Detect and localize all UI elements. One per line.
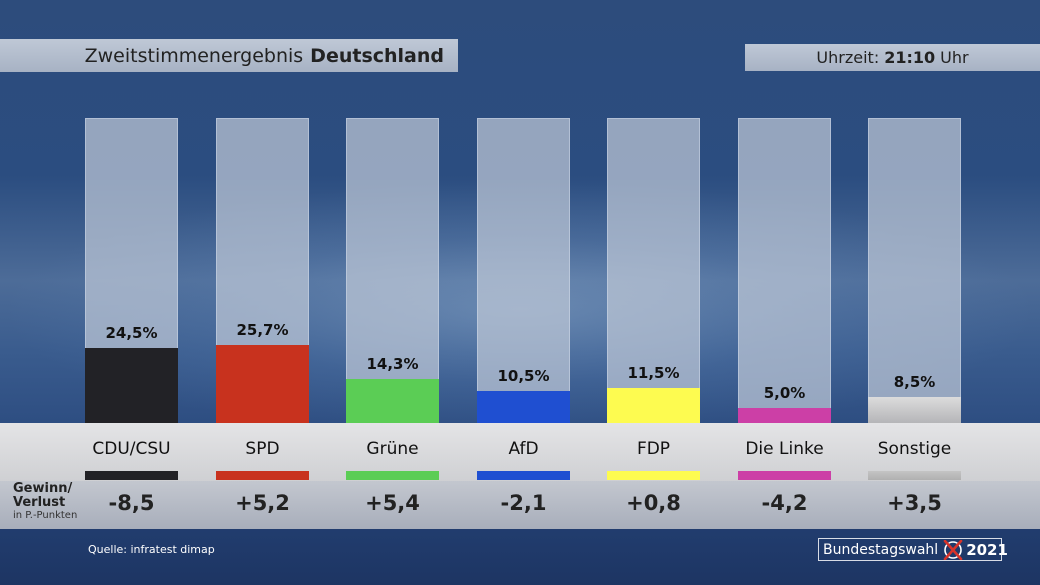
value-label-fdp: 11,5% <box>627 363 680 382</box>
change-value-spd: +5,2 <box>235 491 290 515</box>
source-note: Quelle: infratest dimap <box>88 543 215 556</box>
party-color-swatch-cdu-csu <box>85 471 178 480</box>
bar-track-sonstige <box>868 118 961 423</box>
time-prefix: Uhrzeit: <box>816 48 880 67</box>
time-value: 21:10 <box>884 48 936 67</box>
change-value-sonstige: +3,5 <box>887 491 942 515</box>
value-label-cdu-csu: 24,5% <box>105 324 158 343</box>
change-band <box>0 481 1040 529</box>
value-label-gr-ne: 14,3% <box>366 355 419 374</box>
change-value-die-linke: -4,2 <box>761 491 808 515</box>
change-legend-line1: Gewinn/ <box>13 481 73 496</box>
change-value-cdu-csu: -8,5 <box>108 491 155 515</box>
election-logo: Bundestagswahl 2021 <box>818 538 1008 561</box>
value-label-spd: 25,7% <box>236 320 289 339</box>
party-color-swatch-sonstige <box>868 471 961 480</box>
bar-sonstige <box>868 397 961 423</box>
party-name-fdp: FDP <box>636 439 671 459</box>
logo-text: Bundestagswahl <box>823 541 939 558</box>
bar-spd <box>216 344 309 423</box>
party-name-cdu-csu: CDU/CSU <box>92 439 171 459</box>
bar-afd <box>477 390 570 423</box>
party-color-swatch-afd <box>477 471 570 480</box>
party-color-swatch-fdp <box>607 471 700 480</box>
bar-track-afd <box>477 118 570 423</box>
party-color-swatch-die-linke <box>738 471 831 480</box>
party-name-spd: SPD <box>245 439 280 459</box>
time-display: Uhrzeit: 21:10 Uhr <box>745 44 1040 71</box>
bar-track-gr-ne <box>346 118 439 423</box>
party-color-swatch-gr-ne <box>346 471 439 480</box>
page-title: Zweitstimmenergebnis Deutschland <box>0 39 458 72</box>
title-prefix: Zweitstimmenergebnis <box>84 44 304 67</box>
bar-fdp <box>607 387 700 423</box>
change-value-gr-ne: +5,4 <box>365 491 420 515</box>
logo-year: 2021 <box>966 540 1008 559</box>
change-value-fdp: +0,8 <box>626 491 681 515</box>
change-legend: Gewinn/ Verlust in P.-Punkten <box>13 481 78 522</box>
change-legend-line2: Verlust <box>13 495 66 510</box>
party-name-gr-ne: Grüne <box>366 439 419 459</box>
bar-track-fdp <box>607 118 700 423</box>
party-name-die-linke: Die Linke <box>745 439 824 459</box>
value-label-die-linke: 5,0% <box>763 383 806 402</box>
bar-cdu-csu <box>85 348 178 423</box>
bar-die-linke <box>738 407 831 423</box>
change-value-afd: -2,1 <box>500 491 547 515</box>
party-name-sonstige: Sonstige <box>877 439 952 459</box>
party-name-afd: AfD <box>508 439 539 459</box>
time-suffix: Uhr <box>940 48 969 67</box>
bar-track-die-linke <box>738 118 831 423</box>
value-label-sonstige: 8,5% <box>893 373 936 392</box>
change-legend-unit: in P.-Punkten <box>13 510 78 521</box>
ballot-cross-icon <box>942 539 964 560</box>
party-color-swatch-spd <box>216 471 309 480</box>
title-bold: Deutschland <box>310 44 444 67</box>
bar-gr-ne <box>346 379 439 423</box>
value-label-afd: 10,5% <box>497 366 550 385</box>
